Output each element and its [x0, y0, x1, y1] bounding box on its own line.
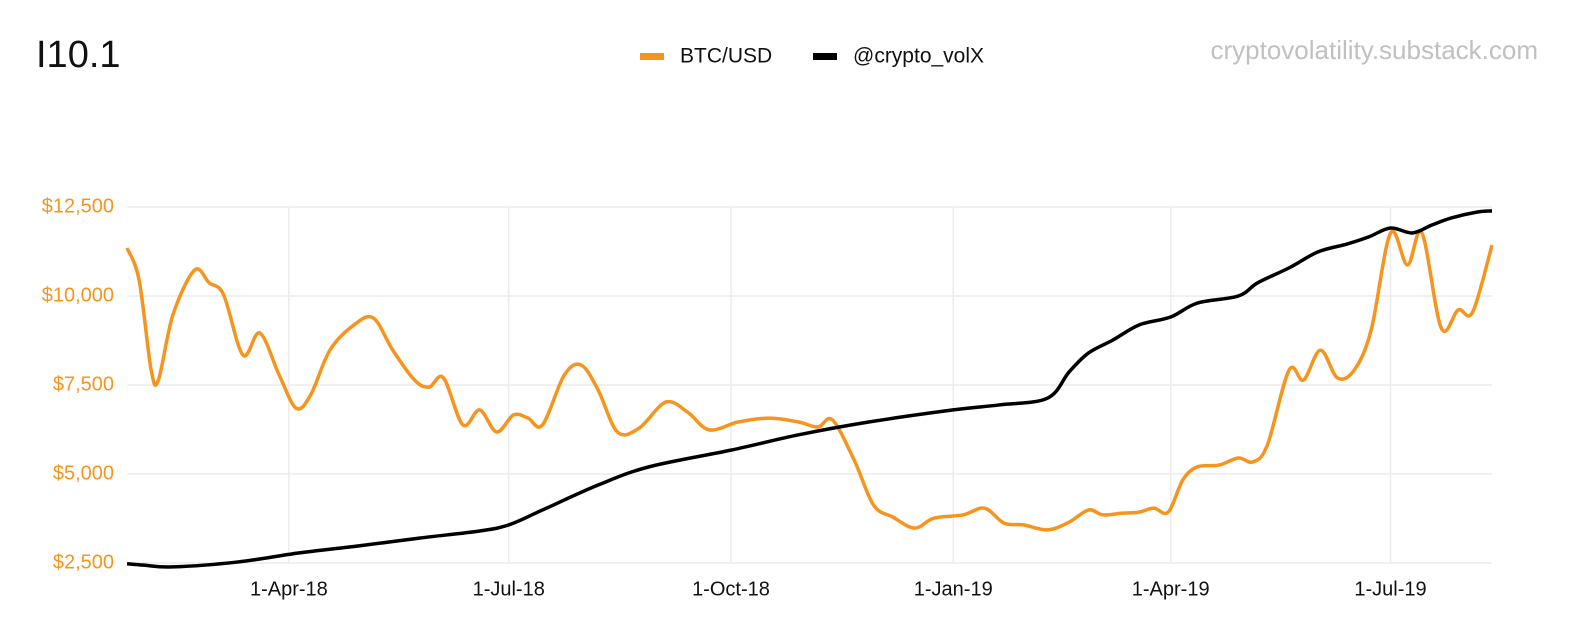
y-tick-label: $5,000	[53, 462, 114, 484]
legend-swatch	[813, 53, 837, 60]
y-tick-label: $2,500	[53, 551, 114, 573]
x-tick-label: 1-Jul-18	[473, 578, 545, 600]
watermark: cryptovolatility.substack.com	[1210, 35, 1538, 65]
x-tick-label: 1-Jul-19	[1354, 578, 1426, 600]
y-tick-label: $12,500	[42, 195, 114, 217]
x-tick-label: 1-Apr-19	[1132, 578, 1210, 600]
line	[126, 209, 1493, 569]
y-tick-label: $7,500	[53, 373, 114, 395]
legend-label: BTC/USD	[680, 45, 772, 68]
x-tick-label: 1-Apr-18	[250, 578, 328, 600]
x-tick-label: 1-Jan-19	[914, 578, 993, 600]
legend-swatch	[640, 53, 664, 60]
legend: BTC/USD @crypto_volX	[640, 45, 984, 68]
legend-label: @crypto_volX	[853, 45, 984, 68]
line	[125, 229, 1494, 532]
y-tick-label: $10,000	[42, 284, 114, 306]
x-tick-label: 1-Oct-18	[692, 578, 770, 600]
chart-title: I10.1	[36, 34, 121, 76]
